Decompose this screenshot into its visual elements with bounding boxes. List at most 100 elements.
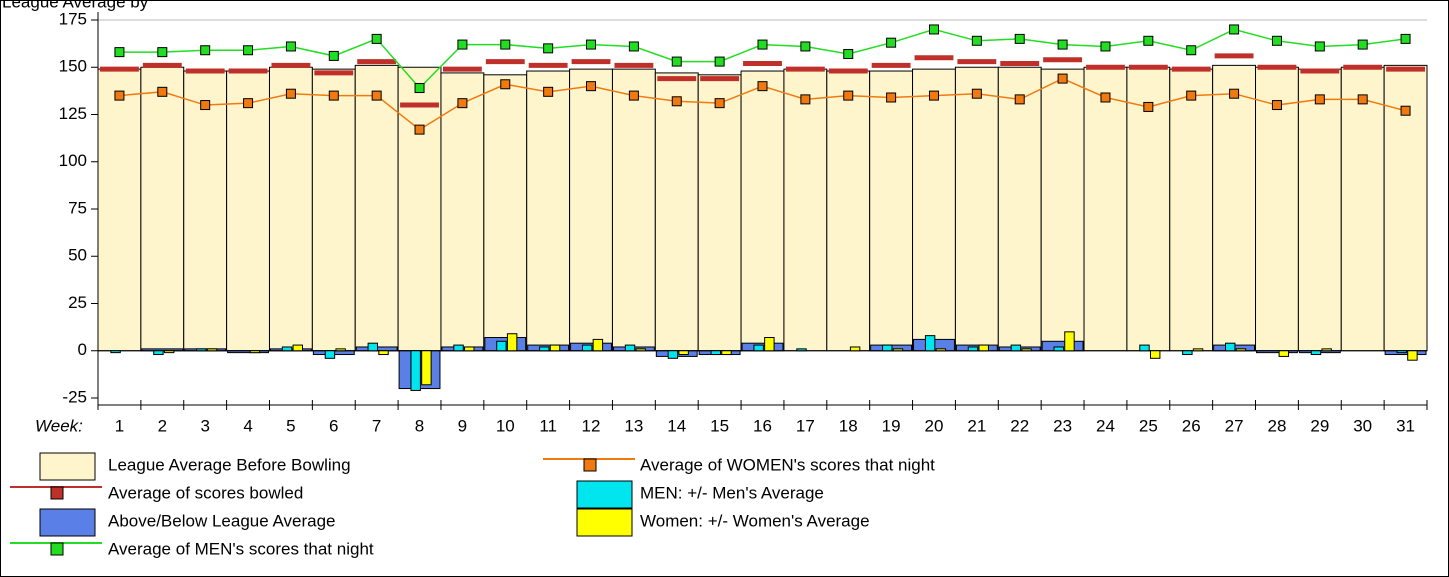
marker (1400, 105, 1411, 116)
bar (281, 346, 293, 352)
marker (1057, 73, 1068, 84)
x-tick-label: 2 (158, 416, 167, 435)
x-tick-label: 21 (967, 416, 986, 435)
marker (714, 98, 725, 109)
bar (397, 66, 442, 352)
bar (1182, 350, 1193, 356)
marker (886, 37, 897, 48)
bar (924, 335, 936, 352)
bar (311, 68, 356, 352)
bar (1192, 348, 1204, 352)
bar (783, 68, 828, 352)
bar (335, 348, 346, 352)
marker (928, 90, 939, 101)
bar (869, 70, 914, 352)
marker (757, 81, 768, 92)
bar (721, 350, 732, 356)
bar (1407, 350, 1418, 361)
marker (414, 83, 425, 94)
legend-swatch (39, 508, 96, 537)
bar (581, 344, 593, 352)
bar (464, 346, 475, 352)
legend-swatch (39, 452, 96, 481)
marker (586, 81, 597, 92)
bar (1310, 350, 1322, 356)
marker (114, 47, 125, 58)
x-tick-label: 18 (839, 416, 858, 435)
marker (1100, 41, 1111, 52)
x-tick-label: 23 (1053, 416, 1072, 435)
x-tick-label: 19 (882, 416, 901, 435)
marker (328, 90, 339, 101)
bar (1396, 350, 1407, 354)
y-tick-label: 125 (59, 104, 87, 123)
bar (97, 68, 142, 352)
bar (440, 72, 485, 352)
y-tick-label: 100 (59, 151, 87, 170)
bar (592, 338, 604, 352)
marker (714, 56, 725, 67)
bar (1212, 64, 1257, 352)
x-tick-label: 11 (539, 416, 557, 435)
bar (549, 344, 561, 352)
bar (226, 70, 270, 352)
x-tick-label: 22 (1010, 416, 1029, 435)
legend-label: League Average Before Bowling (108, 455, 351, 474)
bar (378, 350, 389, 356)
marker (1357, 39, 1368, 50)
marker (1186, 45, 1197, 56)
x-tick-label: 30 (1353, 416, 1372, 435)
bar (1010, 344, 1022, 352)
marker (671, 96, 682, 107)
bar (268, 66, 313, 352)
bar (1169, 68, 1214, 352)
bar (206, 348, 218, 352)
bar (163, 350, 175, 354)
x-tick-label: 15 (710, 416, 729, 435)
x-tick-label: 27 (1225, 416, 1244, 435)
bar (667, 350, 679, 359)
x-axis-label: Week: (35, 416, 83, 435)
bar (1297, 68, 1342, 352)
legend-label: Average of scores bowled (108, 483, 303, 502)
bar (753, 344, 764, 352)
bar (1040, 68, 1085, 352)
marker (586, 39, 597, 50)
x-tick-label: 7 (372, 416, 381, 435)
marker (200, 45, 211, 56)
marker (1400, 33, 1411, 44)
marker (371, 33, 382, 44)
bar (635, 348, 646, 352)
marker (1100, 92, 1111, 103)
x-tick-label: 9 (458, 416, 467, 435)
marker (285, 88, 296, 99)
x-tick-label: 31 (1396, 416, 1415, 435)
bar (1235, 348, 1247, 352)
chart-title: League Average by (2, 0, 149, 11)
x-tick-label: 8 (415, 416, 424, 435)
marker (1357, 94, 1368, 105)
marker (928, 24, 939, 35)
marker (971, 88, 982, 99)
bar (569, 68, 613, 352)
marker (1314, 94, 1325, 105)
x-tick-label: 1 (115, 416, 124, 435)
marker (243, 45, 254, 56)
bar (826, 70, 871, 352)
marker (1014, 94, 1025, 105)
bar (912, 68, 956, 352)
bar (935, 348, 947, 352)
bar (1021, 348, 1032, 352)
x-tick-label: 26 (1182, 416, 1201, 435)
bar (697, 74, 742, 352)
bar (954, 66, 999, 352)
bar (539, 346, 550, 352)
x-tick-label: 6 (329, 416, 338, 435)
marker (1143, 101, 1154, 112)
legend-label: MEN: +/- Men's Average (640, 483, 824, 502)
bar (892, 348, 904, 352)
marker (1014, 33, 1025, 44)
marker (371, 90, 382, 101)
bar (1139, 344, 1150, 352)
